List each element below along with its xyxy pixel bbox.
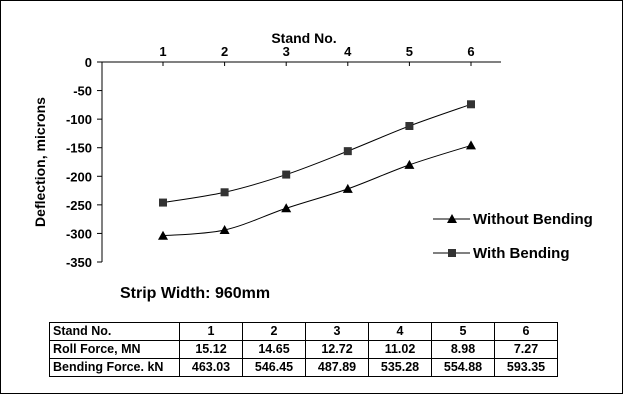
y-tick-label: -250 [66,198,92,213]
table-row: Stand No. 1 2 3 4 5 6 [49,322,558,341]
x-tick-label: 6 [467,44,474,59]
x-tick-label: 4 [344,44,352,59]
series-line-1 [162,144,472,237]
table-cell: 546.45 [242,358,306,377]
series-line-2 [162,103,472,204]
y-tick-label: -200 [66,169,92,184]
table-cell: 4 [368,322,432,341]
table-cell: 8.98 [431,340,495,359]
table-body: Stand No. 1 2 3 4 5 6 Roll Force, MN 15.12 14.65 1… [49,322,558,377]
y-tick-label: -100 [66,112,92,127]
table-row-label: Roll Force, MN [49,340,180,359]
series-1-point [219,225,230,234]
legend-marker [447,214,457,223]
table-row: Roll Force, MN 15.12 14.65 12.72 11.02 8.98 7.… [49,340,558,359]
x-tick-label: 5 [406,44,413,59]
legend-label: Without Bending [473,211,593,228]
y-tick-label: -50 [73,84,92,99]
table-cell: 12.72 [305,340,369,359]
table-cell: 1 [179,322,243,341]
table-cell: 2 [242,322,306,341]
series-1-point [404,159,415,169]
series-2-point [220,188,229,197]
table-cell: 7.27 [494,340,558,359]
series-2-point [282,170,291,179]
legend-marker [448,249,456,257]
strip-width-annotation: Strip Width: 960mm [120,285,270,302]
table-cell: 15.12 [179,340,243,359]
y-tick-label: -350 [66,255,92,270]
table-cell: 14.65 [242,340,306,359]
table-cell: 3 [305,322,369,341]
table-row-label: Bending Force. kN [49,358,180,377]
x-axis-title: Stand No. [271,30,336,46]
x-tick-label: 1 [159,44,166,59]
series-1-point [466,140,476,150]
series-1-point [342,183,353,193]
table-row-label: Stand No. [49,322,180,341]
series-2-point [405,122,414,130]
table-cell: 554.88 [431,358,495,377]
x-tick-label: 2 [221,44,228,59]
table-cell: 593.35 [494,358,558,377]
series-2-point [159,198,167,207]
table-cell: 535.28 [368,358,432,377]
series-2-point [467,100,475,109]
table-cell: 487.89 [305,358,369,377]
y-tick-label: -300 [66,226,92,241]
table-cell: 463.03 [179,358,243,377]
table-cell: 6 [494,322,558,341]
deflection-line-chart: 0 -50 -100 -150 -200 -250 -300 -350 1 2 3 4 5 6 Stand … [32,30,593,302]
y-tick-label: -150 [66,141,92,156]
series-2-point [343,147,352,156]
table-cell: 11.02 [368,340,432,359]
table-row: Bending Force. kN 463.03 546.45 487.89 535.2… [49,358,558,377]
data-table: Stand No. 1 2 3 4 5 6 Roll Force, MN 15.12 14.65 1… [49,322,558,377]
x-tick-label: 3 [283,44,290,59]
legend-label: With Bending [473,245,570,262]
y-tick-label: 0 [85,55,92,70]
table-cell: 5 [431,322,495,341]
series-1-point [281,203,292,213]
y-axis-title: Deflection, microns [32,97,48,227]
series-1-point [158,230,168,240]
